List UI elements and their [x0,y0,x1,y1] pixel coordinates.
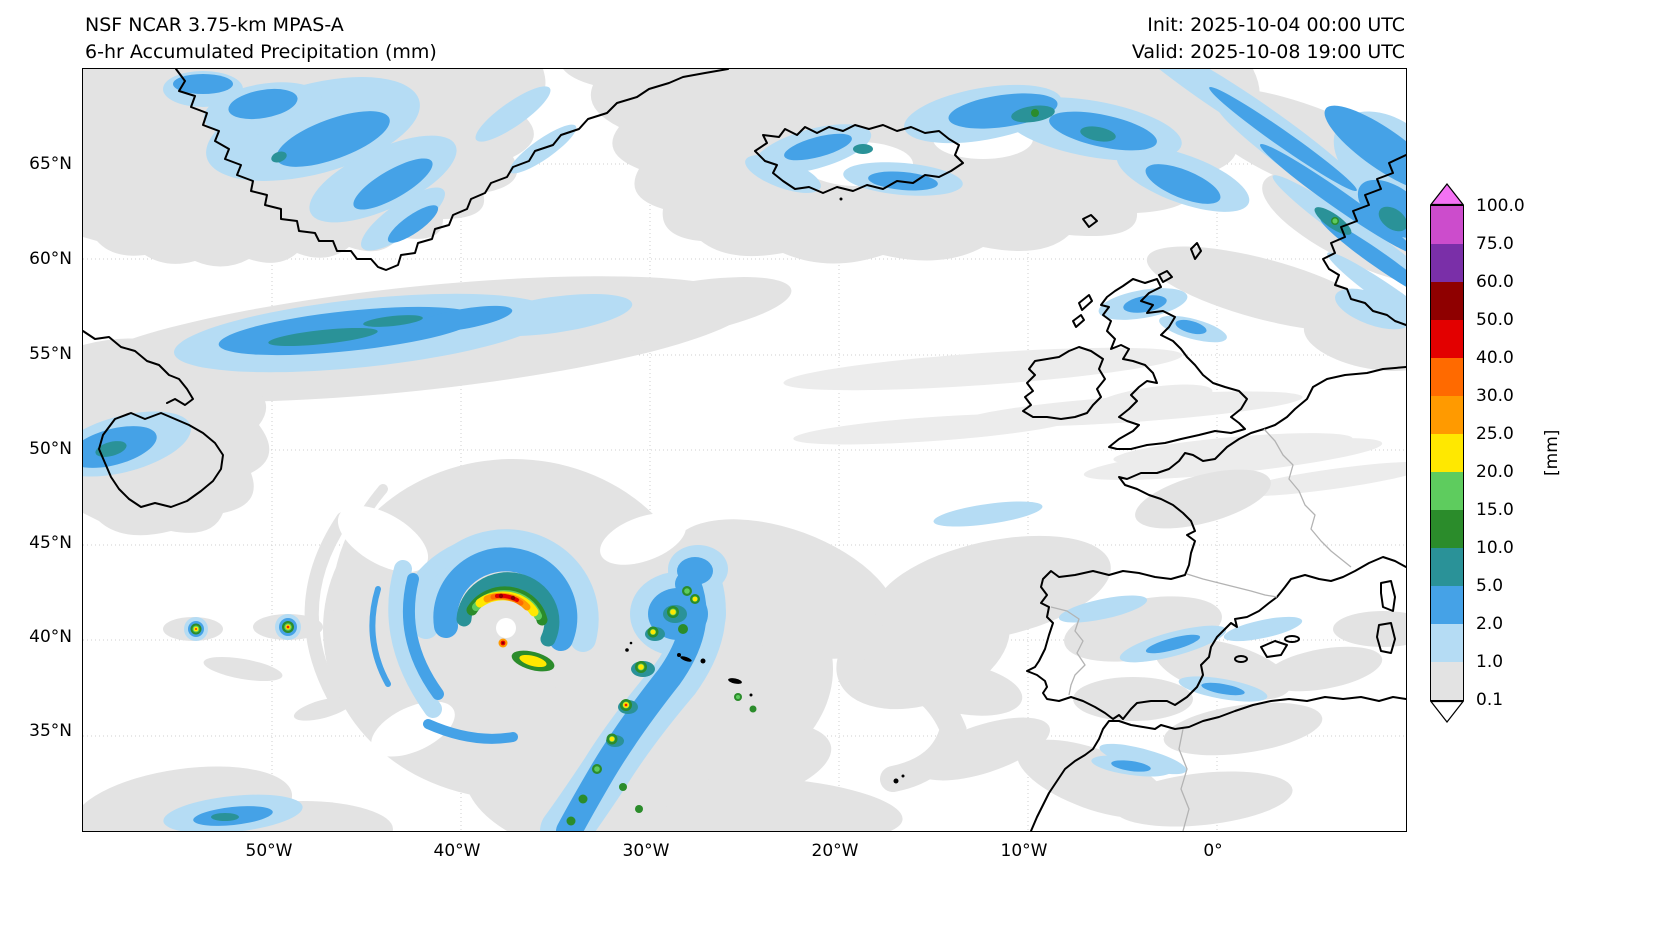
map-plot-area [82,68,1407,832]
coastline-faroe [1082,214,1098,228]
lat-tick-label: 40°N [29,627,72,647]
coastline-hebrides [1072,294,1093,328]
colorbar-tick-label: 0.1 [1476,690,1504,710]
colorbar-segment [1431,282,1463,320]
lon-tick-label: 10°W [1000,841,1048,861]
colorbar-segment [1431,586,1463,624]
colorbar-over-arrow [1430,183,1464,205]
small-islands [625,197,905,784]
colorbar-tick-label: 15.0 [1476,500,1514,520]
lon-tick-label: 0° [1203,841,1223,861]
colorbar-tick-label: 30.0 [1476,386,1514,406]
run-time-block: Init: 2025-10-04 00:00 UTC Valid: 2025-1… [1132,12,1405,66]
country-borders [1050,428,1352,831]
colorbar-unit-label: [mm] [1542,429,1562,477]
init-time: Init: 2025-10-04 00:00 UTC [1147,14,1405,36]
coastline-north-sea [1263,366,1406,430]
coastline-sardinia [1376,622,1396,654]
coastline-north-africa [1030,696,1406,831]
colorbar-tick-label: 25.0 [1476,424,1514,444]
colorbar-segment [1431,510,1463,548]
porto-santo [901,774,905,778]
model-title: NSF NCAR 3.75-km MPAS-A [85,14,344,36]
azores-santa-maria [749,693,753,697]
azores-pico-group [680,656,692,662]
colorbar-tick-label: 75.0 [1476,234,1514,254]
coastline-greenland [175,69,729,271]
coastline-menorca [1284,635,1300,643]
azores-terceira [700,658,706,664]
precip-blue [83,74,1406,831]
colorbar-tick-label: 10.0 [1476,538,1514,558]
lat-tick-label: 65°N [29,154,72,174]
border-france-east [1263,428,1352,568]
madeira [893,778,899,784]
coastline-europe-atlantic-med [1026,428,1406,720]
coastline-labrador [83,330,194,406]
colorbar [1430,183,1464,723]
colorbar-segment [1431,434,1463,472]
colorbar-segment [1431,358,1463,396]
colorbar-segment [1431,244,1463,282]
azores-corvo [629,641,633,645]
coastline-corsica [1380,580,1396,612]
colorbar-segment [1431,206,1463,244]
coastline-norway [1322,154,1406,326]
colorbar-tick-label: 1.0 [1476,652,1504,672]
lon-tick-label: 20°W [811,841,859,861]
colorbar-segment [1431,320,1463,358]
lat-tick-label: 50°N [29,439,72,459]
azores-sao-miguel [728,678,742,684]
colorbar-segments [1430,205,1464,701]
lat-tick-label: 55°N [29,344,72,364]
lon-tick-label: 40°W [433,841,481,861]
product-title: 6-hr Accumulated Precipitation (mm) [85,41,437,63]
colorbar-segment [1431,624,1463,662]
border-france-spain [1186,573,1278,598]
coastline-great-britain [1100,278,1248,450]
lon-tick-label: 50°W [245,841,293,861]
colorbar-segment [1431,662,1463,700]
border-portugal-spain [1050,606,1086,696]
colorbar-segment [1431,472,1463,510]
colorbar-tick-label: 100.0 [1476,196,1525,216]
lat-tick-label: 60°N [29,249,72,269]
colorbar-segment [1431,548,1463,586]
colorbar-under-arrow [1430,701,1464,723]
valid-time: Valid: 2025-10-08 19:00 UTC [1131,41,1405,63]
figure-title-block: NSF NCAR 3.75-km MPAS-A 6-hr Accumulated… [85,12,437,66]
azores-faial [677,653,681,657]
coastline-ireland [1022,346,1106,420]
border-morocco-algeria [1178,728,1190,831]
colorbar-tick-label: 2.0 [1476,614,1504,634]
lat-tick-label: 35°N [29,721,72,741]
coastline-newfoundland [98,412,224,508]
lat-tick-label: 45°N [29,533,72,553]
colorbar-segment [1431,396,1463,434]
map-canvas [83,69,1406,831]
precip-red [195,593,627,706]
colorbar-tick-label: 5.0 [1476,576,1504,596]
coastline-balearics [1260,640,1288,658]
colorbar-tick-label: 50.0 [1476,310,1514,330]
coastline-ibiza [1234,655,1248,663]
coastline-orkney-shetland [1158,242,1202,283]
coastlines [83,69,1406,831]
colorbar-tick-label: 40.0 [1476,348,1514,368]
lon-tick-label: 30°W [622,841,670,861]
westman-islands [839,197,843,201]
coastline-iceland [754,124,964,194]
azores-flores [625,648,629,652]
colorbar-tick-label: 20.0 [1476,462,1514,482]
colorbar-tick-label: 60.0 [1476,272,1514,292]
